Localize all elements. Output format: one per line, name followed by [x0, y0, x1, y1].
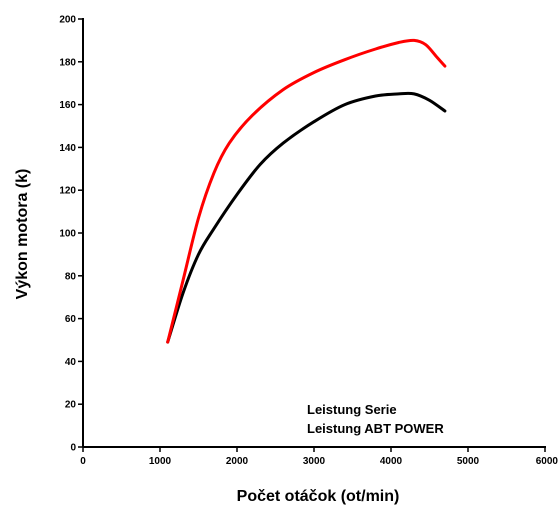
y-tick-label: 100 — [59, 229, 76, 240]
y-tick-label: 40 — [65, 357, 77, 368]
series-layer — [166, 38, 447, 344]
series-line-serie — [166, 91, 447, 344]
y-tick-label: 60 — [65, 314, 77, 325]
x-tick-label: 4000 — [380, 456, 403, 467]
x-tick-label: 0 — [80, 456, 86, 467]
x-tick-label: 5000 — [457, 456, 480, 467]
y-axis-title: Výkon motora (k) — [14, 169, 31, 300]
y-tick-label: 160 — [59, 100, 76, 111]
series-line-abt-power — [166, 38, 447, 344]
x-axis-title: Počet otáčok (ot/min) — [237, 488, 400, 505]
legend-entry-abt-power: Leistung ABT POWER — [307, 421, 444, 436]
y-tick-label: 140 — [59, 143, 76, 154]
x-axis-ticks: 0 1000 2000 3000 4000 5000 6000 — [80, 447, 558, 467]
y-tick-label: 20 — [65, 400, 77, 411]
y-tick-label: 180 — [59, 57, 76, 68]
x-tick-label: 1000 — [149, 456, 172, 467]
x-tick-label: 6000 — [536, 456, 559, 467]
y-tick-label: 120 — [59, 186, 76, 197]
y-tick-label: 80 — [65, 271, 77, 282]
x-tick-label: 2000 — [226, 456, 249, 467]
y-tick-label: 0 — [70, 443, 76, 454]
legend-entry-serie: Leistung Serie — [307, 402, 397, 417]
y-tick-label: 200 — [59, 15, 76, 26]
y-axis-ticks: 0 20 40 60 80 100 120 140 160 180 200 — [59, 15, 83, 454]
x-tick-label: 3000 — [303, 456, 326, 467]
